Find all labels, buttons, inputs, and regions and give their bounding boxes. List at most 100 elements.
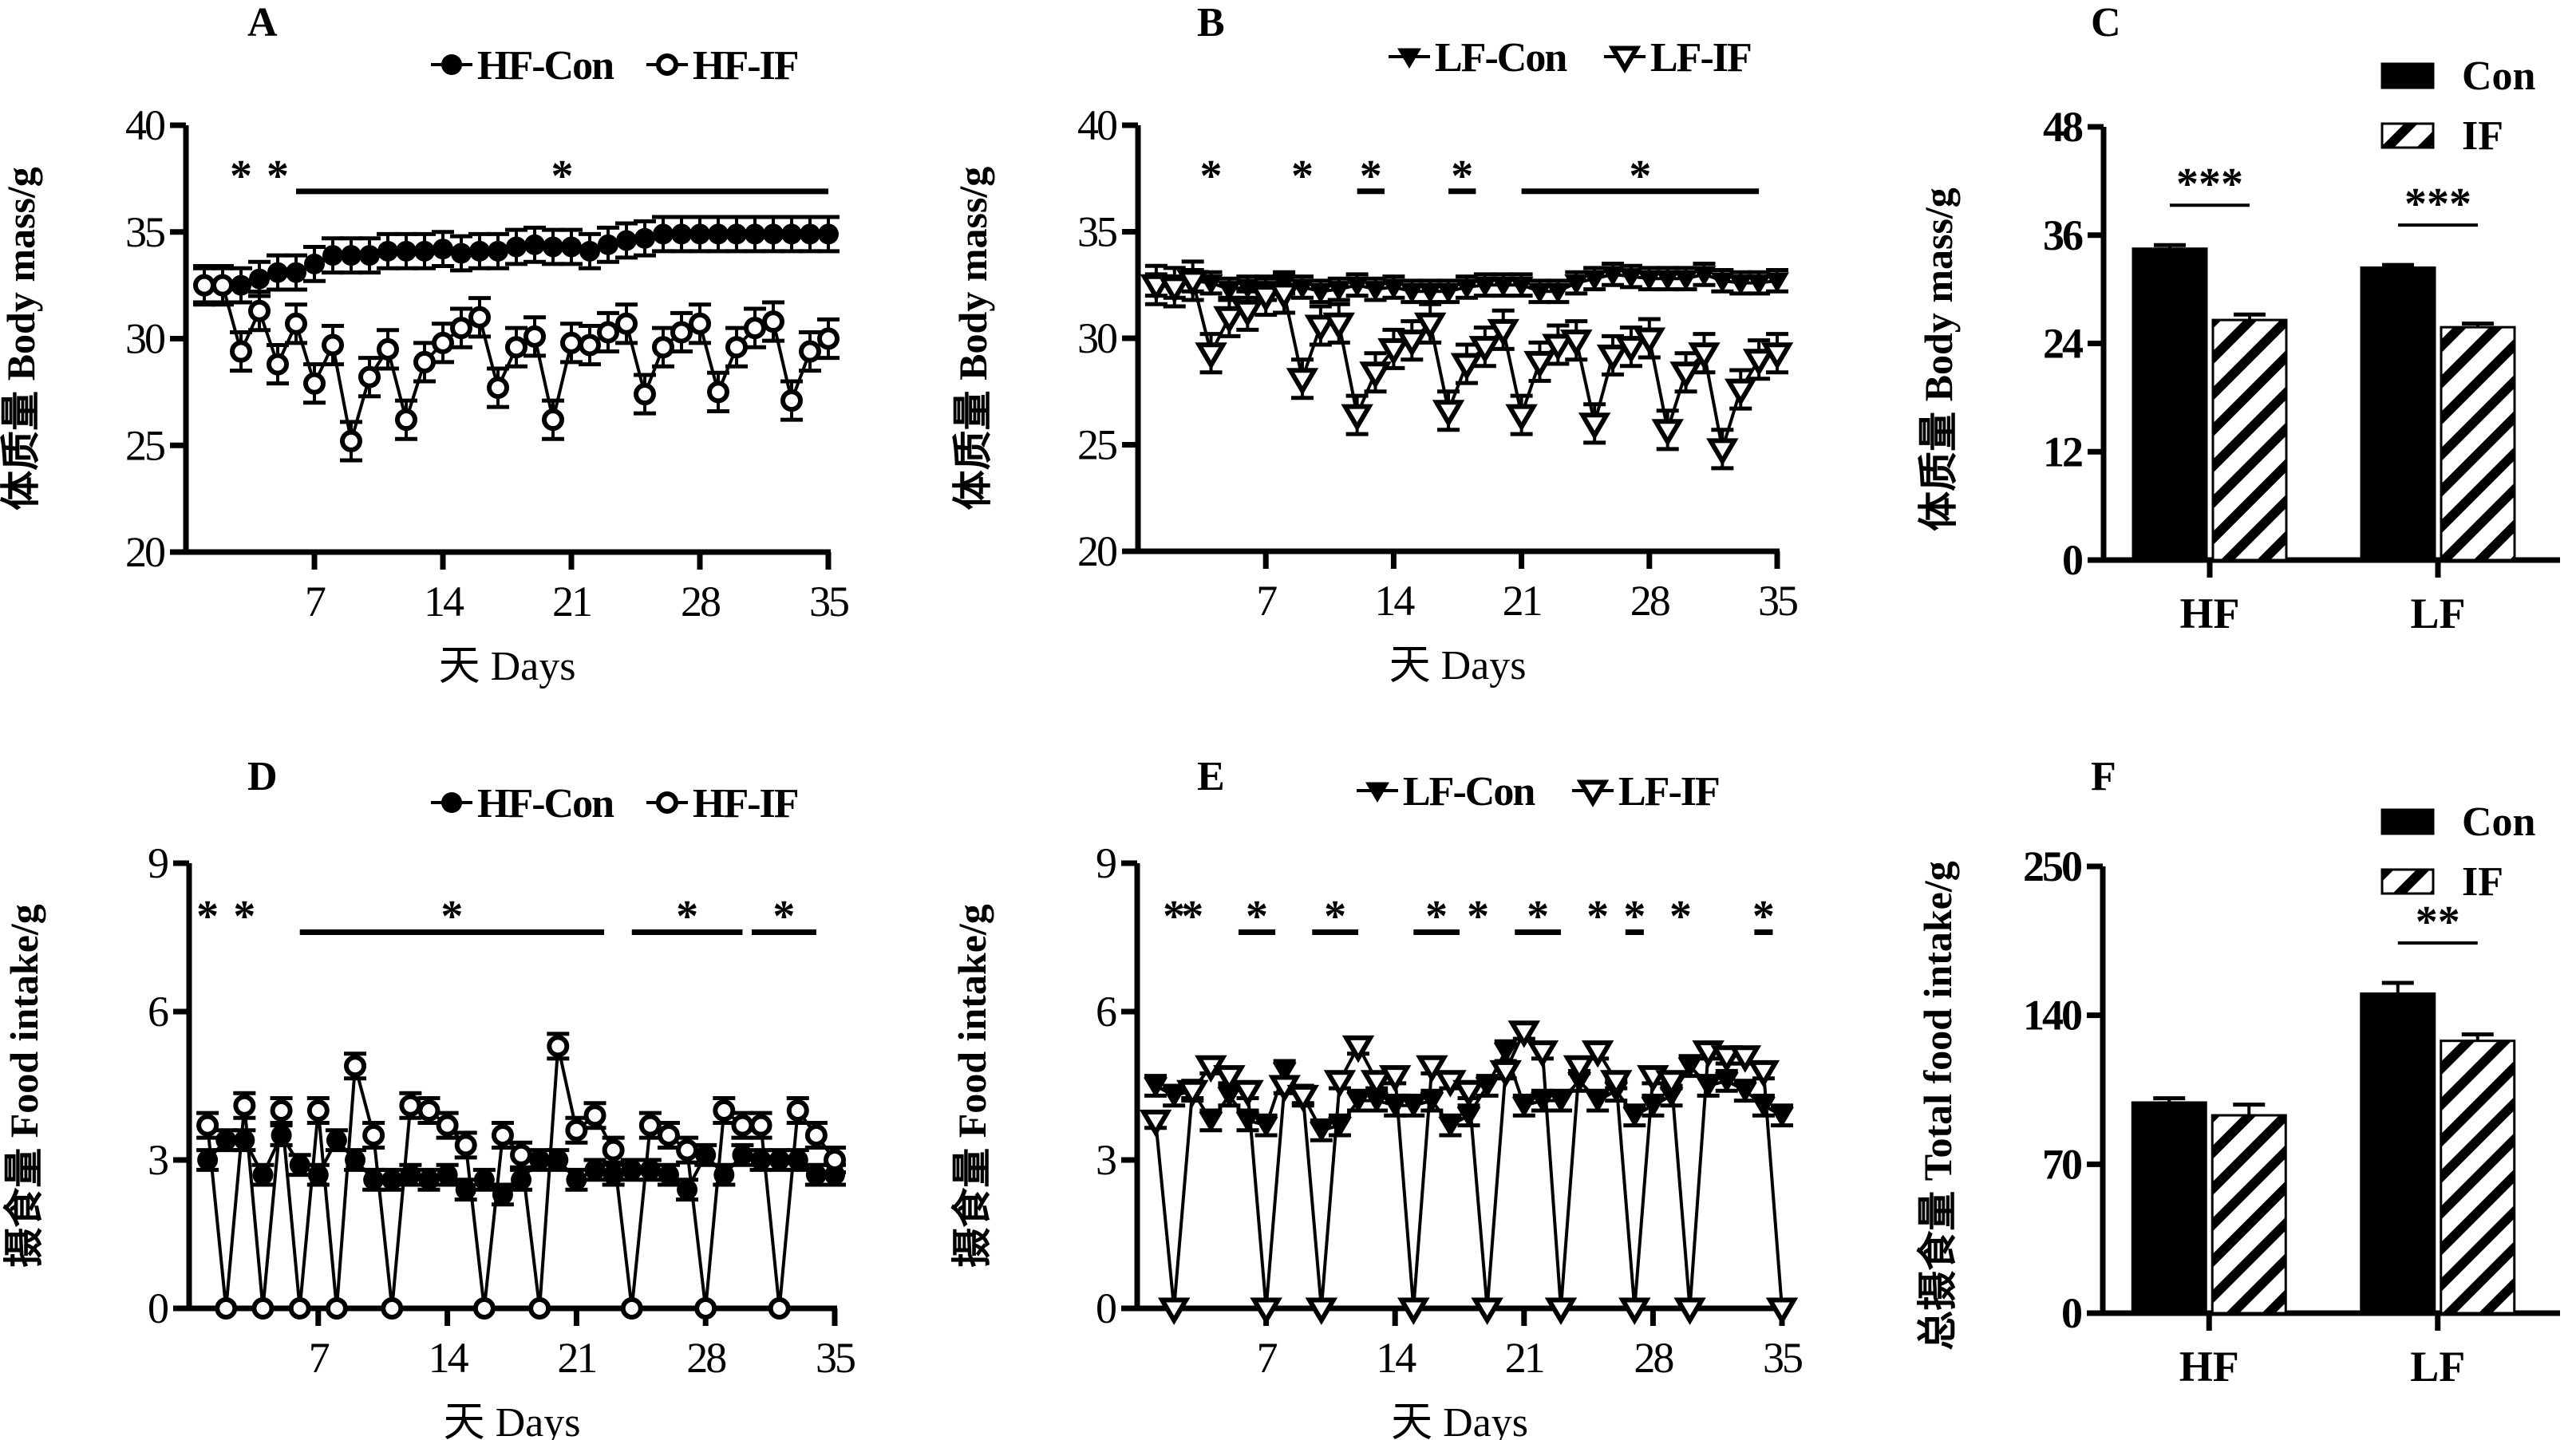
- data-point: [451, 243, 472, 264]
- y-tick-label: 12: [2043, 428, 2082, 475]
- data-point: [505, 336, 527, 359]
- data-point: [787, 1150, 808, 1170]
- data-point: [1254, 1117, 1278, 1138]
- legend-marker: [1397, 48, 1421, 69]
- data-point: [1601, 266, 1626, 286]
- data-point: [653, 223, 674, 245]
- data-point: [1360, 1070, 1393, 1098]
- y-tick-label: 0: [2062, 536, 2082, 584]
- data-point: [1416, 1055, 1448, 1083]
- data-point: [1765, 1297, 1799, 1325]
- data-point: [745, 223, 765, 245]
- data-point: [1323, 1070, 1357, 1098]
- data-point: [542, 408, 564, 432]
- y-tick-label: 0: [2061, 1289, 2081, 1337]
- panel-c: C 0 12 24 36 48 体质量 Body mass/g HF *** LF *** Con IF: [1916, 0, 2560, 637]
- data-point: [1304, 314, 1337, 342]
- data-point: [1450, 353, 1484, 381]
- data-point: [1618, 1297, 1651, 1325]
- legend-label: HF-IF: [693, 781, 798, 827]
- data-point: [469, 240, 490, 262]
- data-point: [583, 1104, 606, 1127]
- data-point: [528, 1297, 551, 1320]
- data-point: [1770, 1107, 1794, 1128]
- data-point: [1542, 333, 1574, 361]
- significance-star: *: [1246, 892, 1268, 941]
- data-point: [1432, 400, 1465, 428]
- data-point: [1599, 1070, 1633, 1098]
- x-tick-label: 7: [1256, 577, 1277, 625]
- significance-star: *: [1527, 892, 1549, 941]
- data-point: [1250, 1297, 1282, 1325]
- data-point: [1341, 404, 1373, 432]
- significance-star: *: [1181, 892, 1203, 941]
- y-tick-label: 6: [1096, 988, 1116, 1036]
- x-tick-label: 21: [1503, 577, 1541, 625]
- panel-b: B 20 25 30 35 40 7 14 21 28 35 天 Days 体质量 Body mass/…: [950, 0, 1800, 688]
- significance-star: *: [1467, 892, 1489, 941]
- data-point: [381, 1169, 403, 1190]
- data-point: [395, 408, 417, 432]
- data-point: [638, 1114, 662, 1137]
- data-point: [377, 337, 399, 361]
- data-point: [1397, 1297, 1430, 1325]
- data-point: [285, 312, 307, 335]
- legend-marker: [656, 791, 678, 814]
- panel-label: D: [247, 754, 278, 799]
- data-point: [1217, 281, 1242, 302]
- data-point: [450, 317, 472, 340]
- legend-label: HF-Con: [477, 781, 614, 827]
- panel-label: F: [2091, 754, 2116, 799]
- data-point: [1400, 282, 1424, 304]
- data-point: [362, 1124, 385, 1146]
- data-point: [621, 1159, 642, 1181]
- data-point: [1418, 282, 1443, 304]
- legend-label: IF: [2462, 113, 2503, 159]
- data-point: [708, 223, 729, 245]
- bar-con-hf: [2131, 1101, 2207, 1315]
- x-tick-label: 28: [1634, 1334, 1673, 1382]
- legend-item-lf-con: LF-Con: [1357, 769, 1537, 815]
- data-point: [1710, 1045, 1743, 1073]
- data-point: [303, 372, 326, 395]
- y-tick-label: 0: [148, 1284, 168, 1332]
- data-point: [1509, 276, 1534, 298]
- data-point: [561, 236, 582, 258]
- data-point: [732, 1144, 753, 1166]
- data-point: [1673, 270, 1698, 291]
- data-point: [1489, 1059, 1522, 1088]
- data-point: [579, 333, 601, 357]
- x-tick-label: 35: [1758, 577, 1797, 625]
- y-tick-label: 24: [2043, 320, 2083, 368]
- data-point: [800, 223, 820, 245]
- data-point: [547, 1150, 569, 1170]
- data-point: [1673, 1297, 1706, 1325]
- data-point: [615, 312, 638, 335]
- significance-star: *: [233, 892, 255, 941]
- y-tick-label: 25: [1077, 421, 1116, 469]
- data-point: [1688, 342, 1721, 370]
- significance-star: *: [1752, 892, 1775, 941]
- x-axis-title: 天 Days: [1389, 643, 1527, 688]
- legend-marker: [1608, 45, 1642, 73]
- data-point: [804, 1124, 828, 1146]
- data-point: [560, 331, 583, 354]
- y-tick-label: 0: [1096, 1284, 1116, 1332]
- data-point: [824, 1149, 846, 1171]
- y-tick-label: 48: [2043, 103, 2083, 151]
- data-point: [252, 1164, 274, 1186]
- data-point: [377, 240, 398, 262]
- data-point: [414, 240, 435, 262]
- data-point: [634, 227, 655, 249]
- data-point: [1308, 282, 1333, 304]
- legend-label: HF-Con: [477, 43, 614, 89]
- data-point: [359, 245, 380, 266]
- significance-star: *: [230, 152, 252, 201]
- x-tick-label: 21: [557, 1334, 595, 1382]
- data-point: [193, 274, 215, 297]
- x-tick-label: 21: [552, 578, 591, 625]
- data-point: [707, 381, 729, 404]
- data-point: [304, 253, 325, 274]
- data-point: [1413, 312, 1447, 341]
